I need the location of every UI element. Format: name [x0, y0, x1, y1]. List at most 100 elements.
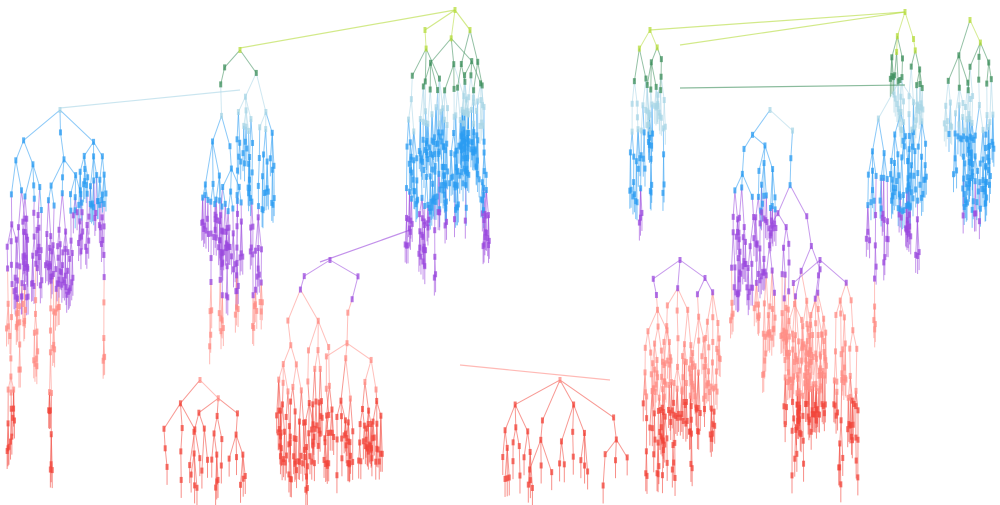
- edge: [213, 116, 222, 142]
- node: [632, 154, 635, 160]
- node: [451, 174, 454, 180]
- node: [336, 436, 339, 442]
- edge: [614, 417, 617, 439]
- node: [988, 158, 991, 164]
- node: [446, 105, 449, 111]
- node: [967, 87, 970, 93]
- edge: [632, 81, 634, 104]
- node: [319, 366, 322, 372]
- node: [893, 72, 896, 78]
- node: [429, 87, 432, 93]
- node: [694, 363, 697, 369]
- node: [646, 82, 649, 88]
- node: [898, 116, 901, 122]
- node: [59, 129, 62, 135]
- node: [652, 451, 655, 457]
- node: [982, 157, 985, 163]
- node: [900, 127, 903, 133]
- node: [226, 294, 229, 300]
- node: [765, 272, 768, 278]
- node: [476, 99, 479, 105]
- node: [648, 112, 651, 118]
- node: [23, 193, 26, 199]
- edge: [654, 413, 655, 439]
- node: [222, 325, 225, 331]
- edge: [245, 73, 256, 97]
- node: [423, 263, 426, 269]
- node: [438, 121, 441, 127]
- node: [784, 421, 787, 427]
- node: [886, 218, 889, 224]
- node: [220, 113, 223, 119]
- edge: [256, 73, 266, 112]
- edge: [750, 217, 753, 246]
- node: [824, 330, 827, 336]
- node: [180, 477, 183, 483]
- node: [643, 129, 646, 135]
- node: [751, 285, 754, 291]
- node: [875, 264, 878, 270]
- node: [76, 209, 79, 215]
- node: [645, 415, 648, 421]
- node: [792, 336, 795, 342]
- node: [207, 231, 210, 237]
- node: [943, 120, 946, 126]
- edge: [973, 176, 974, 201]
- node: [209, 199, 212, 205]
- node: [963, 128, 966, 134]
- node: [954, 155, 957, 161]
- edge: [100, 156, 103, 179]
- node: [35, 356, 38, 362]
- node: [843, 365, 846, 371]
- node: [340, 413, 343, 419]
- edge: [199, 398, 218, 412]
- node: [244, 139, 247, 145]
- node: [195, 485, 198, 491]
- edge: [8, 268, 9, 303]
- edge: [231, 169, 232, 192]
- node: [266, 159, 269, 165]
- node: [190, 472, 193, 478]
- node: [774, 194, 777, 200]
- node: [267, 189, 270, 195]
- nodes: [5, 7, 995, 493]
- node: [277, 377, 280, 383]
- edge: [439, 79, 442, 109]
- node: [295, 361, 298, 367]
- node: [370, 455, 373, 461]
- node: [817, 388, 820, 394]
- node: [711, 339, 714, 345]
- node: [905, 188, 908, 194]
- node: [773, 290, 776, 296]
- node: [424, 108, 427, 114]
- node: [539, 437, 542, 443]
- node: [12, 387, 15, 393]
- node: [193, 450, 196, 456]
- node: [615, 436, 618, 442]
- node: [257, 214, 260, 220]
- edge: [212, 433, 214, 459]
- node: [691, 350, 694, 356]
- edge: [648, 310, 658, 331]
- node: [410, 196, 413, 202]
- node: [374, 459, 377, 465]
- edge: [793, 260, 820, 283]
- node: [908, 212, 911, 218]
- edge: [348, 399, 350, 423]
- node: [900, 109, 903, 115]
- node: [681, 387, 684, 393]
- node: [908, 93, 911, 99]
- node: [710, 406, 713, 412]
- node: [917, 144, 920, 150]
- node: [64, 229, 67, 235]
- node: [95, 172, 98, 178]
- node: [17, 224, 20, 230]
- node: [798, 416, 801, 422]
- node: [834, 312, 837, 318]
- node: [651, 101, 654, 107]
- node: [730, 300, 733, 306]
- node: [420, 157, 423, 163]
- node: [224, 201, 227, 207]
- node: [706, 319, 709, 325]
- node: [819, 354, 822, 360]
